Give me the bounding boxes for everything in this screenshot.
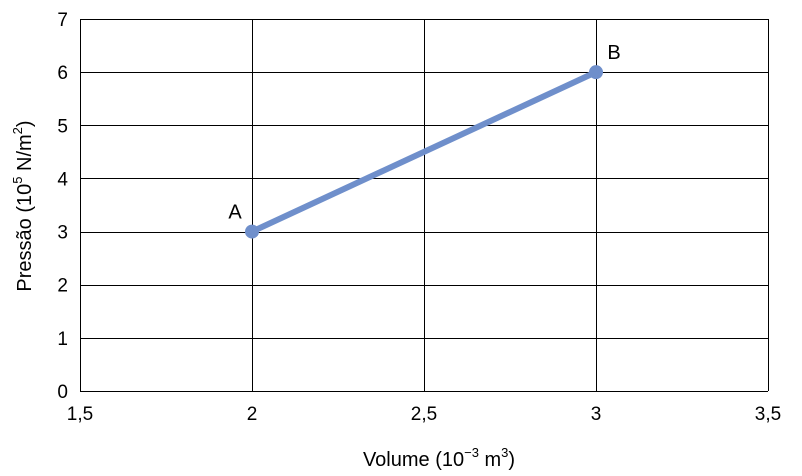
y-tick-label: 2 [57, 276, 68, 297]
x-tick-labels: 1,5 2 2,5 3 3,5 [67, 404, 781, 425]
y-axis-label-main: Pressão (10 [14, 184, 36, 292]
x-tick-label: 1,5 [67, 404, 93, 425]
point-label-a: A [228, 202, 242, 224]
x-axis-label-mid: m [479, 449, 501, 471]
series-line [249, 69, 599, 235]
x-axis-label-main: Volume (10 [363, 449, 464, 471]
point-label-b: B [607, 42, 620, 64]
y-tick-labels: 0 1 2 3 4 5 6 7 [57, 10, 68, 403]
y-tick-label: 3 [57, 223, 68, 244]
y-tick-label: 5 [57, 116, 68, 137]
x-tick-label: 2,5 [411, 404, 437, 425]
y-axis-label: Pressão (105 N/m2) [10, 120, 36, 291]
y-tick-label: 1 [57, 329, 68, 350]
x-tick-label: 3 [591, 404, 602, 425]
y-axis-label-exp: 5 [10, 177, 25, 184]
y-tick-label: 7 [57, 10, 68, 31]
series: AB [228, 42, 621, 239]
x-axis-label: Volume (10−3 m3) [363, 445, 515, 471]
x-tick-label: 3,5 [755, 404, 781, 425]
grid [80, 19, 769, 392]
x-axis-label-exp2: 3 [501, 445, 508, 460]
y-axis-label-exp2: 2 [10, 127, 25, 134]
x-axis-label-end: ) [508, 449, 515, 471]
y-axis-label-mid: N/m [14, 134, 36, 176]
x-axis-label-exp: −3 [464, 445, 479, 460]
data-point-b [589, 65, 603, 80]
x-tick-label: 2 [247, 404, 258, 425]
data-point-a [245, 224, 259, 239]
y-tick-label: 6 [57, 63, 68, 84]
y-tick-label: 4 [57, 169, 68, 190]
y-tick-label: 0 [57, 382, 68, 403]
y-axis-label-end: ) [14, 120, 36, 127]
